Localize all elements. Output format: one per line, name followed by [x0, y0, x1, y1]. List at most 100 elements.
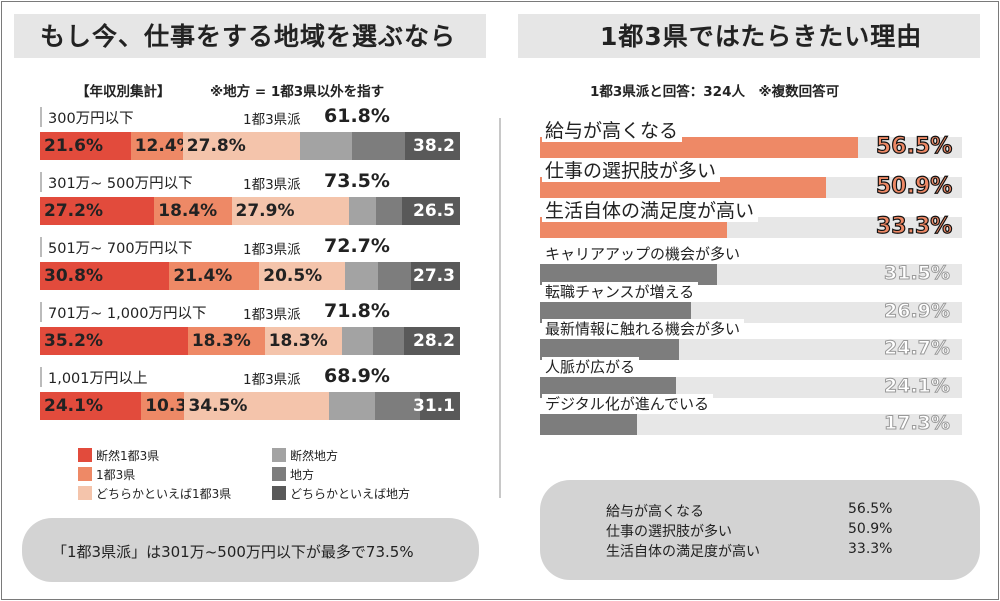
bar-segment-label: 27.2%	[44, 201, 103, 221]
right-subtitle: 1都3県派と回答：324人 ※複数回答可	[590, 84, 840, 100]
legend-swatch	[78, 486, 92, 500]
local-total-label: 38.2	[413, 136, 455, 156]
bar-segment	[40, 197, 155, 225]
category-metro-total: 72.7%	[324, 235, 390, 257]
reason-label: 生活自体の満足度が高い	[542, 200, 759, 222]
left-title: もし今、仕事をする地域を選ぶなら	[40, 22, 457, 51]
bar-segment	[299, 132, 353, 160]
bar-segment	[182, 132, 301, 160]
reason-label: 人脈が広がる	[542, 356, 640, 377]
bar-segment	[259, 262, 346, 290]
bar-segment	[403, 327, 461, 355]
category-metro-total: 73.5%	[324, 170, 390, 192]
reason-bar	[540, 301, 692, 323]
local-total-label: 28.2	[413, 331, 455, 351]
reason-bar	[540, 264, 718, 285]
bar-segment	[264, 327, 343, 355]
bar-segment-label: 18.4%	[158, 201, 218, 221]
legend-label: 1都3県	[96, 468, 136, 482]
category-separator	[40, 302, 42, 322]
right-summary-pill	[540, 480, 980, 580]
category-label: 1,001万円以上	[48, 371, 148, 387]
bar-segment	[372, 327, 405, 355]
reason-value-label: 24.7%	[884, 337, 951, 360]
bar-segment	[40, 327, 189, 355]
bar-segment	[169, 262, 260, 290]
reason-label: デジタル化が進んでいる	[542, 394, 713, 414]
bar-segment-label: 35.2%	[44, 331, 103, 351]
reason-value-label: 31.5%	[884, 262, 951, 285]
bar-segment	[402, 197, 461, 225]
summary-row-label: 生活自体の満足度が高い	[606, 544, 760, 560]
reason-bar-track	[540, 414, 962, 435]
legend-swatch	[78, 467, 92, 481]
left-subtitle-note: ※地方 = 1都3県以外を指す	[210, 84, 385, 100]
summary-row-label: 給与が高くなる	[606, 504, 704, 520]
legend-label: どちらかといえば1都3県	[96, 487, 232, 501]
category-label: 501万~ 700万円以下	[48, 241, 193, 257]
panel-divider	[499, 118, 501, 498]
bar-segment-label: 18.3%	[191, 331, 251, 351]
bar-segment	[374, 392, 421, 420]
category-group-tag: 1都3県派	[243, 177, 301, 193]
category-metro-total: 68.9%	[324, 365, 390, 387]
category-separator	[40, 172, 42, 192]
bar-segment-label: 20.5%	[263, 266, 323, 286]
bar-segment	[40, 392, 142, 420]
bar-segment	[345, 262, 379, 290]
bar-segment-label: 30.8%	[44, 266, 103, 286]
right-title: 1都3県ではたらきたい理由	[600, 22, 923, 51]
summary-row-label: 仕事の選択肢が多い	[606, 524, 732, 540]
reason-bar	[540, 339, 679, 360]
category-label: 701万~ 1,000万円以下	[48, 306, 207, 322]
bar-segment	[329, 392, 376, 420]
bar-segment	[40, 262, 170, 290]
category-group-tag: 1都3県派	[243, 242, 301, 258]
bar-segment-label: 18.3%	[268, 331, 328, 351]
reason-label: キャリアアップの機会が多い	[542, 244, 745, 264]
reason-bar	[540, 414, 638, 435]
legend-label: 地方	[290, 468, 315, 482]
legend-label: 断然地方	[290, 449, 339, 463]
reason-bar	[540, 376, 676, 398]
category-separator	[40, 107, 42, 127]
local-total-label: 31.1	[413, 396, 455, 416]
reason-label: 転職チャンスが増える	[542, 281, 699, 302]
left-summary-text: 「1都3県派」は301万~500万円以下が最多で73.5%	[52, 543, 414, 561]
right-title-band	[518, 14, 980, 58]
left-summary-pill	[22, 518, 479, 582]
category-separator	[40, 367, 42, 387]
bar-segment	[40, 132, 132, 160]
reason-label: 最新情報に触れる機会が多い	[542, 319, 745, 339]
bar-segment	[378, 262, 412, 290]
legend-swatch	[272, 486, 286, 500]
category-group-tag: 1都3県派	[243, 372, 301, 388]
bar-segment-label: 27.8%	[186, 136, 246, 156]
reason-bar	[540, 217, 728, 238]
reason-value-label: 24.1%	[884, 374, 951, 397]
legend-label: 断然1都3県	[96, 449, 160, 463]
summary-row-value: 50.9%	[848, 521, 893, 537]
bar-segment	[130, 132, 184, 160]
reason-value-label: 56.5%	[875, 133, 953, 159]
reason-label: 仕事の選択肢が多い	[542, 160, 721, 182]
legend-swatch	[272, 448, 286, 462]
reason-value-label: 26.9%	[884, 299, 951, 322]
bar-segment	[375, 197, 403, 225]
bar-segment	[141, 392, 185, 420]
left-title-band	[14, 14, 486, 58]
reason-bar	[540, 177, 827, 198]
summary-row-value: 56.5%	[848, 501, 893, 517]
category-metro-total: 71.8%	[324, 300, 390, 322]
left-subtitle-group: 【年収別集計】	[76, 84, 171, 100]
category-group-tag: 1都3県派	[243, 112, 301, 128]
legend-label: どちらかといえば地方	[290, 487, 411, 501]
bar-segment-label: 21.6%	[44, 136, 103, 156]
category-label: 300万円以下	[48, 111, 134, 127]
bar-segment-label: 34.5%	[188, 396, 248, 416]
category-group-tag: 1都3県派	[243, 307, 301, 323]
reason-label: 給与が高くなる	[542, 120, 683, 142]
category-separator	[40, 237, 42, 257]
bar-segment	[352, 132, 406, 160]
